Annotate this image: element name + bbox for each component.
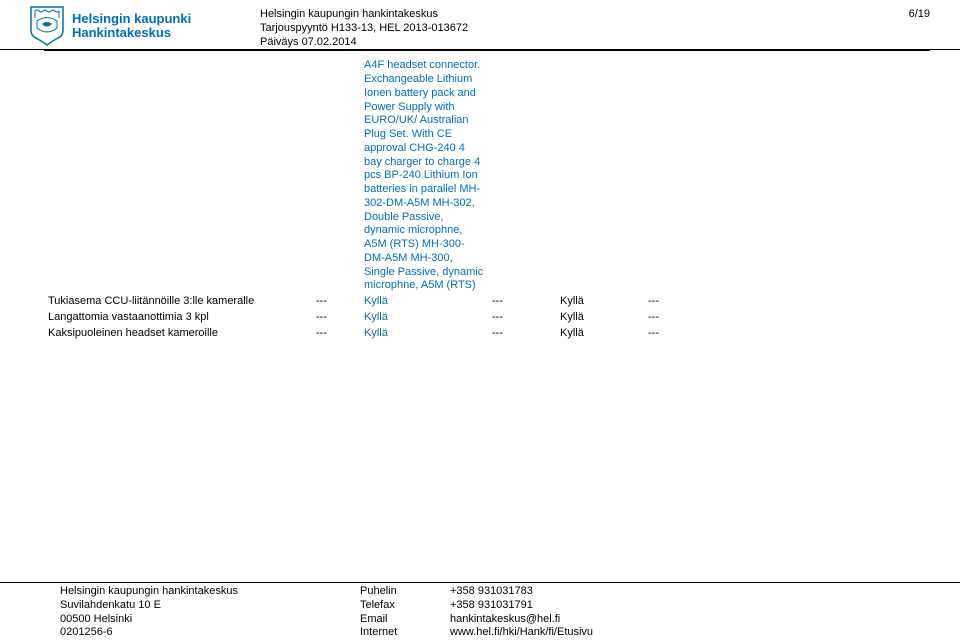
page-number: 6/19	[810, 6, 930, 20]
doc-header: Helsingin kaupungin hankintakeskus Tarjo…	[260, 6, 810, 49]
footer-phone-label: Puhelin	[360, 585, 450, 599]
row-dash1	[312, 59, 360, 295]
logo-line2: Hankintakeskus	[72, 26, 191, 40]
row-dash2: ---	[488, 327, 556, 343]
row-dash2: ---	[488, 295, 556, 311]
row-dash3: ---	[644, 295, 930, 311]
footer-fax-value: +358 931031791	[450, 599, 930, 613]
row-value2	[556, 59, 644, 295]
footer-web-value: www.hel.fi/hki/Hank/fi/Etusivu	[450, 626, 930, 640]
table-row: Tukiasema CCU-liitännöille 3:lle kameral…	[44, 295, 930, 311]
row-dash2: ---	[488, 311, 556, 327]
footer-email-label: Email	[360, 613, 450, 627]
footer-email-value: hankintakeskus@hel.fi	[450, 613, 930, 627]
row-label: Kaksipuoleinen headset kameroille	[44, 327, 312, 343]
helsinki-crest-icon	[30, 6, 64, 46]
row-dash1: ---	[312, 311, 360, 327]
footer-addr1: Helsingin kaupungin hankintakeskus	[60, 585, 360, 599]
row-dash3: ---	[644, 311, 930, 327]
row-dash1: ---	[312, 295, 360, 311]
footer: Helsingin kaupungin hankintakeskus Suvil…	[0, 582, 960, 640]
doc-org: Helsingin kaupungin hankintakeskus	[260, 8, 810, 22]
row-dash1: ---	[312, 327, 360, 343]
row-dash3: ---	[644, 327, 930, 343]
row-label: Langattomia vastaanottimia 3 kpl	[44, 311, 312, 327]
row-label	[44, 59, 312, 295]
table-row: Langattomia vastaanottimia 3 kpl---Kyllä…	[44, 311, 930, 327]
footer-web-label: Internet	[360, 626, 450, 640]
row-value2: Kyllä	[556, 311, 644, 327]
row-value2: Kyllä	[556, 327, 644, 343]
row-spec: Kyllä	[360, 327, 488, 343]
row-spec: Kyllä	[360, 311, 488, 327]
footer-phone-value: +358 931031783	[450, 585, 930, 599]
row-dash3	[644, 59, 930, 295]
row-dash2	[488, 59, 556, 295]
logo-line1: Helsingin kaupunki	[72, 12, 191, 26]
doc-ref: Tarjouspyyntö H133-13, HEL 2013-013672	[260, 22, 810, 36]
table-row: Kaksipuoleinen headset kameroille---Kyll…	[44, 327, 930, 343]
row-value2: Kyllä	[556, 295, 644, 311]
row-spec: A4F headset connector. Exchangeable Lith…	[360, 59, 488, 295]
footer-addr3: 00500 Helsinki	[60, 613, 360, 627]
footer-fax-label: Telefax	[360, 599, 450, 613]
table-row: A4F headset connector. Exchangeable Lith…	[44, 59, 930, 295]
footer-addr4: 0201256-6	[60, 626, 360, 640]
logo-block: Helsingin kaupunki Hankintakeskus	[30, 6, 260, 46]
spec-table: A4F headset connector. Exchangeable Lith…	[44, 59, 930, 342]
doc-date: Päiväys 07.02.2014	[260, 36, 810, 50]
row-spec: Kyllä	[360, 295, 488, 311]
row-label: Tukiasema CCU-liitännöille 3:lle kameral…	[44, 295, 312, 311]
footer-addr2: Suvilahdenkatu 10 E	[60, 599, 360, 613]
logo-text: Helsingin kaupunki Hankintakeskus	[72, 12, 191, 41]
